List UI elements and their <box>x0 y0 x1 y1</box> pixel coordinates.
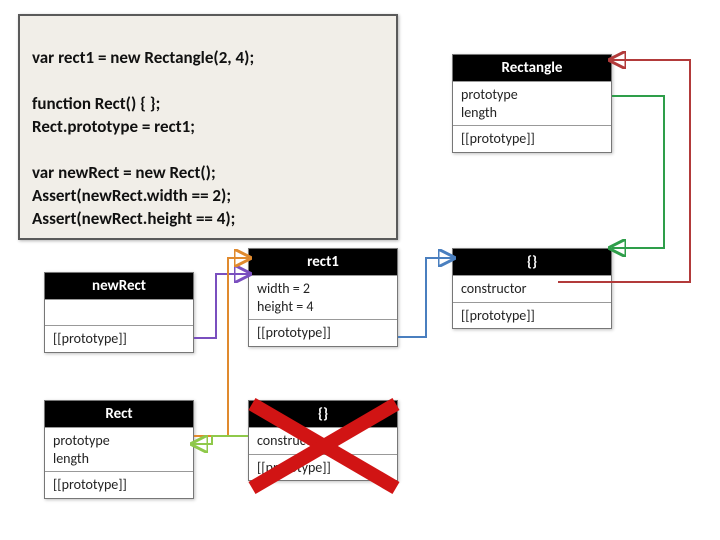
prop: [[prototype]] <box>53 476 185 494</box>
arrow-purple <box>194 274 248 338</box>
arrow-green <box>612 96 664 248</box>
box-section: prototype length <box>45 427 193 471</box>
arrow-blue <box>398 258 452 337</box>
prop: height = 4 <box>257 298 389 316</box>
code-line: Rect.prototype = rect1; <box>32 116 195 137</box>
box-rect1: rect1 width = 2 height = 4 [[prototype]] <box>248 248 398 347</box>
box-section: [[prototype]] <box>249 319 397 346</box>
box-section: [[prototype]] <box>45 325 193 352</box>
prop: prototype <box>53 432 185 450</box>
prop: width = 2 <box>257 280 389 298</box>
box-section: constructor <box>249 427 397 454</box>
box-title: Rectangle <box>453 55 611 81</box>
prop: length <box>461 104 603 122</box>
prop: prototype <box>461 86 603 104</box>
prop: constructor <box>461 280 603 298</box>
box-section: [[prototype]] <box>45 471 193 498</box>
code-line: function Rect() { }; <box>32 93 160 114</box>
box-title: {} <box>453 249 611 275</box>
box-section <box>45 299 193 325</box>
box-title: newRect <box>45 273 193 299</box>
prop: [[prototype]] <box>461 130 603 148</box>
arrow-orange <box>194 258 248 436</box>
box-section: width = 2 height = 4 <box>249 275 397 319</box>
arrow-lime <box>194 436 248 444</box>
code-line: var newRect = new Rect(); <box>32 162 216 183</box>
box-section: [[prototype]] <box>453 302 611 329</box>
box-title: {} <box>249 401 397 427</box>
box-empty-top: {} constructor [[prototype]] <box>452 248 612 329</box>
prop: [[prototype]] <box>53 330 185 348</box>
box-title: rect1 <box>249 249 397 275</box>
code-snippet: var rect1 = new Rectangle(2, 4); functio… <box>18 14 398 240</box>
prop: constructor <box>257 432 389 450</box>
box-section: prototype length <box>453 81 611 125</box>
box-section: [[prototype]] <box>453 125 611 152</box>
prop: length <box>53 450 185 468</box>
box-section: [[prototype]] <box>249 454 397 481</box>
box-title: Rect <box>45 401 193 427</box>
prop: [[prototype]] <box>257 324 389 342</box>
prop: [[prototype]] <box>461 307 603 325</box>
box-rectangle: Rectangle prototype length [[prototype]] <box>452 54 612 153</box>
box-newrect: newRect [[prototype]] <box>44 272 194 353</box>
code-line: var rect1 = new Rectangle(2, 4); <box>32 47 254 68</box>
prop: [[prototype]] <box>257 459 389 477</box>
box-empty-bottom: {} constructor [[prototype]] <box>248 400 398 481</box>
code-line: Assert(newRect.height == 4); <box>32 208 235 229</box>
box-section: constructor <box>453 275 611 302</box>
code-line: Assert(newRect.width == 2); <box>32 185 231 206</box>
box-rect-fn: Rect prototype length [[prototype]] <box>44 400 194 499</box>
